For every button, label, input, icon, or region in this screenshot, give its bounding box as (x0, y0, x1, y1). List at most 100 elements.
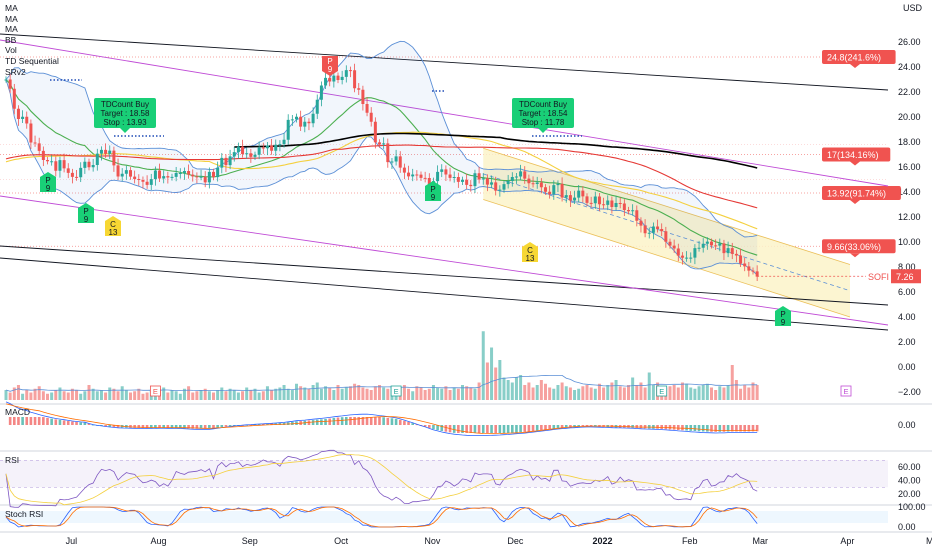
candle-body (378, 142, 381, 145)
macd-bar (174, 425, 178, 428)
candle-body (585, 196, 589, 203)
macd-bar (75, 422, 78, 425)
legend-bb[interactable]: BB (5, 34, 17, 45)
volume-bar (373, 386, 377, 400)
volume-bar (452, 387, 456, 400)
macd-bar (87, 423, 91, 425)
macd-bar (33, 417, 37, 425)
trendline-purple (0, 195, 889, 326)
candle-body (166, 176, 170, 178)
candle-body (631, 210, 635, 212)
macd-bar (494, 425, 497, 433)
macd-bar (91, 424, 95, 426)
td-marker-count: 13 (526, 254, 535, 263)
td-marker-letter: P (430, 185, 435, 194)
candle-body (427, 178, 431, 185)
td-marker-shape (322, 56, 338, 76)
volume-bar (639, 382, 643, 400)
td-marker-sell[interactable]: P9 (322, 56, 338, 76)
td-marker-countdown[interactable]: C13 (522, 242, 538, 263)
candle-body (564, 195, 568, 198)
event-marker[interactable] (840, 385, 852, 397)
macd-bar (166, 425, 170, 428)
macd-bar (403, 420, 406, 425)
td-marker-shape (425, 181, 441, 201)
candle-body (494, 182, 498, 191)
td-callout-box (512, 98, 574, 128)
macd-bar (577, 425, 580, 427)
macd-bar (415, 424, 419, 426)
volume-bar (274, 388, 278, 400)
macd-bar (345, 417, 348, 425)
volume-bar (544, 383, 547, 400)
legend-srv2[interactable]: SRv2 (5, 66, 26, 77)
candle-body (220, 157, 224, 168)
candle-body (577, 190, 581, 198)
td-marker-buy[interactable]: P9 (78, 203, 94, 224)
td-marker-buy[interactable]: P9 (425, 181, 441, 202)
event-marker[interactable] (656, 385, 668, 397)
event-marker[interactable] (149, 385, 161, 397)
volume-bar (506, 380, 510, 400)
volume-bar (116, 391, 120, 400)
volume-bar (614, 380, 618, 400)
volume-bar (174, 391, 178, 400)
macd-bar (718, 425, 722, 432)
candle-body (481, 178, 485, 180)
price-level-label: 13.92(91.74%) (827, 189, 886, 199)
candle-body (299, 116, 303, 127)
volume-bar (440, 388, 444, 400)
volume-bar (253, 388, 257, 400)
price-level-pointer (850, 253, 860, 258)
volume-bar (755, 385, 759, 400)
candle-body (502, 184, 506, 190)
legend-vol[interactable]: Vol (5, 45, 17, 56)
volume-bar (290, 390, 294, 400)
macd-bar (573, 425, 576, 428)
candle-body (639, 220, 643, 226)
price-tick-label: 22.00 (898, 87, 921, 97)
candle-body (498, 189, 502, 191)
macd-bar (722, 425, 726, 432)
volume-bar (79, 393, 83, 400)
td-marker-shape (522, 242, 538, 262)
legend-ma-2[interactable]: MA (5, 13, 18, 24)
volume-bar (91, 388, 95, 400)
legend-ma-3[interactable]: MA (5, 24, 18, 35)
td-marker-buy[interactable]: P9 (40, 172, 56, 193)
volume-bar (556, 385, 560, 400)
td-marker-shape (40, 172, 56, 192)
volume-bar (75, 390, 79, 400)
volume-bar (415, 386, 419, 400)
macd-bar (315, 419, 319, 425)
td-marker-countdown[interactable]: C13 (105, 216, 121, 237)
time-tick-label: Aug (150, 536, 166, 546)
td-marker-buy[interactable]: P9 (775, 306, 791, 327)
volume-bar (12, 387, 16, 400)
legend-td-sequential[interactable]: TD Sequential (5, 55, 59, 66)
volume-bar (191, 392, 195, 400)
legend-ma-1[interactable]: MA (5, 3, 18, 13)
macd-bar (681, 425, 684, 431)
volume-bar (224, 391, 228, 400)
volume-bar (539, 380, 543, 400)
td-callout-title: TDCount Buy (519, 100, 567, 109)
macd-bar (677, 425, 680, 431)
candle-body (622, 203, 626, 210)
volume-bar (4, 390, 8, 400)
event-marker[interactable] (390, 385, 402, 397)
macd-bar (452, 425, 456, 433)
candle-body (535, 182, 539, 184)
macd-bar (714, 425, 717, 432)
candle-body (614, 203, 618, 207)
candle-body (581, 190, 585, 197)
macd-bar (50, 418, 53, 425)
candle-body (490, 182, 494, 185)
volume-bar (606, 385, 610, 400)
moving-average-slow (5, 144, 758, 209)
macd-bar (374, 417, 377, 425)
candle-body (265, 145, 269, 149)
